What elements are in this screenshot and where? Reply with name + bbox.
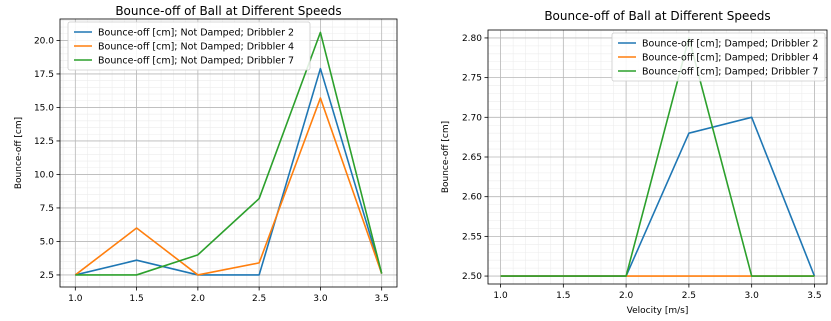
x-tick-label: 1.5 [129, 294, 143, 304]
y-tick-label: 2.70 [462, 113, 482, 123]
x-tick-label: 3.5 [807, 291, 821, 301]
x-tick-label: 2.5 [252, 294, 266, 304]
y-tick-label: 12.5 [34, 137, 54, 147]
x-tick-label: 2.0 [191, 294, 206, 304]
x-tick-label: 3.0 [313, 294, 328, 304]
legend-label-2: Bounce-off [cm]; Not Damped; Dribbler 4 [98, 42, 294, 53]
y-tick-label: 17.5 [34, 70, 54, 80]
y-tick-label: 2.65 [462, 153, 482, 163]
series-line-3 [75, 31, 383, 276]
legend-label-1: Bounce-off [cm]; Damped; Dribbler 2 [642, 39, 818, 50]
legend-label-1: Bounce-off [cm]; Not Damped; Dribbler 2 [98, 28, 294, 39]
y-tick-label: 20.0 [34, 36, 54, 46]
y-tick-label: 10.0 [34, 170, 54, 180]
legend-box [67, 21, 311, 71]
x-tick-label: 2.0 [619, 291, 634, 301]
x-tick-label: 1.5 [556, 291, 570, 301]
legend-label-3: Bounce-off [cm]; Not Damped; Dribbler 7 [98, 56, 294, 67]
series-line-2 [74, 97, 383, 276]
legend-label-2: Bounce-off [cm]; Damped; Dribbler 4 [642, 53, 818, 64]
y-tick-label: 2.5 [40, 271, 54, 281]
x-tick-label: 2.5 [682, 291, 696, 301]
chart-title: Bounce-off of Ball at Different Speeds [115, 4, 341, 18]
chart-damped: 1.0 1.5 2.0 2.5 3.0 3.5 2.50 2.55 2.60 2.65 2.70 2.… [441, 9, 828, 316]
y-tick-label: 2.75 [462, 74, 482, 84]
y-axis-label: Bounce-off [cm] [14, 117, 24, 189]
x-tick-label: 3.5 [375, 294, 389, 304]
plot-frame [59, 18, 398, 288]
chart-title: Bounce-off of Ball at Different Speeds [544, 9, 770, 23]
chart-not-damped: 1.0 1.5 2.0 2.5 3.0 3.5 2.5 5.0 7.5 10.0 12.5 15.0 1… [14, 4, 398, 304]
y-tick-label: 2.55 [462, 232, 482, 242]
legend-label-3: Bounce-off [cm]; Damped; Dribbler 7 [642, 67, 818, 78]
series-line-1 [75, 67, 383, 276]
legend: Bounce-off [cm]; Damped; Dribbler 2 Bounc… [611, 32, 826, 82]
x-axis-label: Velocity [m/s] [627, 306, 689, 316]
legend-box [611, 32, 826, 82]
y-tick-label: 2.50 [462, 272, 482, 282]
y-tick-label: 7.5 [40, 204, 54, 214]
y-tick-label: 15.0 [34, 103, 54, 113]
x-tick-label: 1.0 [493, 291, 508, 301]
y-tick-label: 2.80 [462, 34, 482, 44]
y-tick-label: 5.0 [40, 237, 55, 247]
x-tick-label: 3.0 [745, 291, 760, 301]
series-line-3 [500, 37, 815, 277]
y-tick-label: 2.60 [462, 193, 482, 203]
legend: Bounce-off [cm]; Not Damped; Dribbler 2 B… [67, 21, 311, 71]
x-tick-label: 1.0 [68, 294, 83, 304]
y-axis-label: Bounce-off [cm] [441, 121, 451, 193]
